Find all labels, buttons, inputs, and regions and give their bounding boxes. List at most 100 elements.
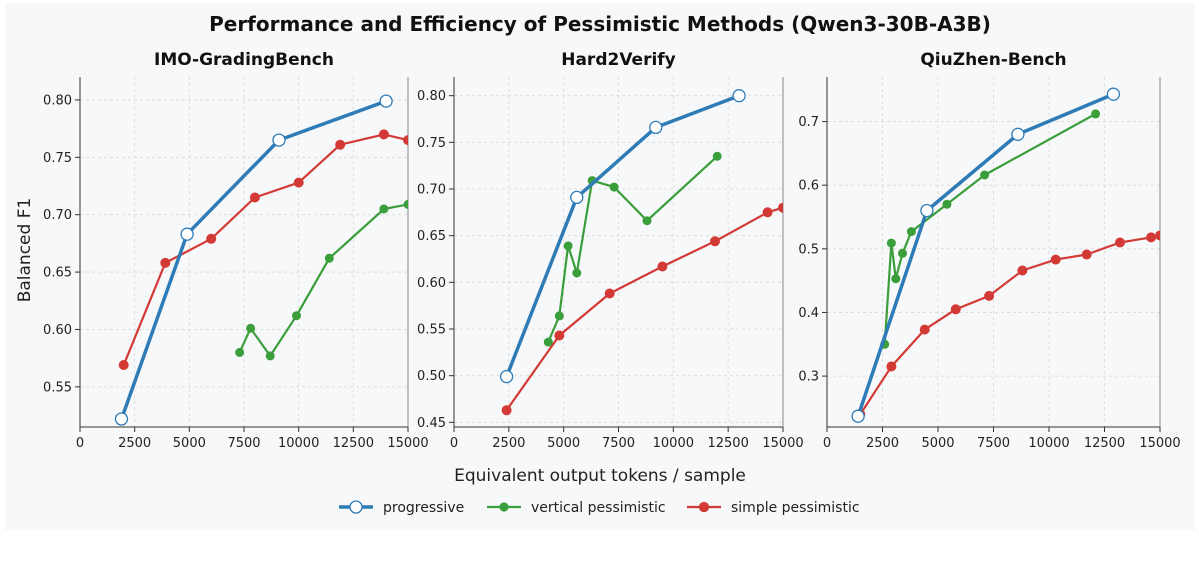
data-point [272, 133, 286, 147]
data-point [1011, 127, 1025, 141]
data-point [980, 170, 990, 180]
data-point [1106, 87, 1121, 101]
x-tick-label: 10000 [278, 436, 319, 451]
x-tick-label: 7500 [977, 436, 1010, 451]
legend-item-simple-pessimistic: simple pessimistic [687, 500, 860, 516]
data-point [501, 405, 512, 416]
data-point [118, 360, 129, 370]
data-point [710, 236, 720, 247]
y-tick-label: 0.75 [417, 136, 446, 151]
chart-canvas: Performance and Efficiency of Pessimisti… [15, 12, 1181, 516]
subplot-imo-gradingbench: IMO-GradingBench 0 2500 5000 7500 10000 12500 1… [43, 50, 429, 451]
data-point [403, 199, 408, 209]
data-point [886, 361, 897, 372]
x-tick-label: 5000 [173, 436, 206, 451]
x-tick-label: 10000 [653, 436, 694, 451]
y-axis-label: Balanced F1 [15, 198, 35, 303]
legend-marker [499, 502, 509, 512]
subplot-title: QiuZhen-Bench [920, 50, 1066, 70]
data-point [712, 151, 722, 161]
data-point [246, 323, 256, 333]
legend-label: progressive [383, 500, 464, 516]
data-point [335, 139, 346, 150]
data-point [1146, 232, 1157, 243]
data-point [379, 94, 393, 108]
series-simple-pessimistic [501, 202, 783, 416]
data-point [235, 347, 245, 357]
series-progressive [114, 94, 393, 426]
y-tick-label: 0.6 [798, 179, 819, 194]
data-point [886, 238, 896, 248]
series-line-vertical-pessimistic [238, 203, 408, 357]
subplot-hard2verify: Hard2Verify 0 2500 5000 7500 10000 12500 15000 0… [417, 50, 804, 451]
subplot-qiuzhen-bench: QiuZhen-Bench 0 2500 5000 7500 10000 12500 1500… [798, 50, 1180, 451]
series-line-vertical-pessimistic [547, 155, 719, 344]
data-point [604, 288, 615, 299]
y-tick-label: 0.50 [417, 369, 446, 384]
x-tick-label: 0 [76, 436, 84, 451]
series-line-simple-pessimistic [122, 133, 408, 367]
data-point [180, 227, 194, 241]
data-point [114, 412, 129, 426]
series-vertical-pessimistic [235, 199, 408, 361]
data-point [762, 207, 773, 218]
data-point [950, 304, 961, 315]
y-tick-label: 0.55 [43, 380, 72, 395]
series-vertical-pessimistic [543, 151, 722, 347]
data-point [1081, 249, 1092, 260]
legend-label: vertical pessimistic [531, 500, 666, 516]
series-progressive [499, 89, 746, 384]
gridlines [79, 77, 409, 427]
y-tick-label: 0.60 [417, 276, 446, 291]
series-simple-pessimistic [855, 230, 1160, 420]
data-point [1091, 109, 1101, 119]
plot-area [851, 87, 1160, 423]
data-point [649, 120, 663, 135]
x-tick-label: 15000 [387, 436, 428, 451]
subplot-title: Hard2Verify [561, 50, 676, 70]
y-tick-label: 0.70 [43, 208, 72, 223]
x-tick-label: 0 [823, 436, 831, 451]
data-point [206, 233, 217, 244]
data-point [563, 241, 573, 251]
data-point [942, 199, 952, 209]
x-tick-label: 5000 [547, 436, 580, 451]
data-point [292, 311, 301, 321]
series-line-vertical-pessimistic [883, 112, 1097, 346]
legend-item-progressive: progressive [339, 500, 464, 516]
series-line-progressive [856, 92, 1116, 418]
series-line-progressive [504, 93, 741, 379]
data-point [554, 330, 565, 341]
y-tick-label: 0.75 [43, 151, 72, 166]
series-line-progressive [119, 99, 388, 421]
data-point [403, 135, 408, 146]
y-tick-label: 0.60 [43, 323, 72, 338]
x-tick-label: 2500 [118, 436, 151, 451]
x-tick-label: 12500 [1084, 436, 1125, 451]
x-tick-label: 2500 [866, 436, 899, 451]
y-tick-label: 0.5 [798, 242, 819, 257]
data-point [324, 253, 334, 263]
subplots-group: IMO-GradingBench 0 2500 5000 7500 10000 12500 1… [43, 50, 1181, 451]
data-point [891, 274, 901, 284]
x-tick-label: 5000 [921, 436, 954, 451]
data-point [984, 290, 995, 301]
legend-marker [698, 501, 710, 513]
data-point [732, 89, 746, 103]
data-point [543, 337, 553, 347]
figure-panel: Performance and Efficiency of Pessimisti… [5, 3, 1195, 530]
series-simple-pessimistic [118, 129, 408, 370]
x-tick-label: 7500 [227, 436, 260, 451]
y-tick-label: 0.4 [798, 306, 819, 321]
data-point [657, 261, 668, 272]
y-tick-label: 0.45 [417, 416, 446, 431]
data-point [249, 192, 260, 203]
y-tick-label: 0.65 [43, 266, 72, 281]
figure-title: Performance and Efficiency of Pessimisti… [209, 12, 991, 36]
data-point [1017, 265, 1028, 276]
x-axis-label: Equivalent output tokens / sample [454, 466, 746, 486]
y-tick-label: 0.65 [417, 229, 446, 244]
data-point [378, 129, 389, 140]
legend-item-vertical-pessimistic: vertical pessimistic [487, 500, 666, 516]
y-tick-label: 0.55 [417, 323, 446, 338]
